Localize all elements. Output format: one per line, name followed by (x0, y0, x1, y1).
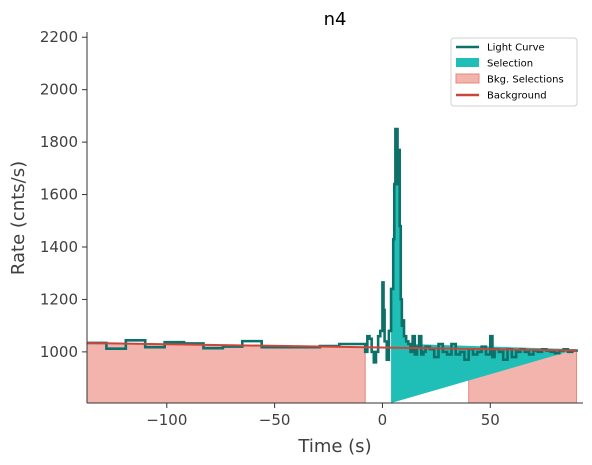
legend-label: Light Curve (487, 43, 545, 54)
x-tick-label: 0 (378, 411, 388, 429)
y-tick-label: 1400 (40, 238, 78, 256)
y-tick-label: 1600 (40, 186, 78, 204)
legend: Light Curve Selection Bkg. Selections Backg… (450, 37, 578, 107)
plot-content (87, 127, 578, 403)
legend-swatch (455, 73, 480, 84)
chart-title: n4 (324, 9, 347, 30)
legend-label: Selection (487, 59, 533, 70)
x-tick-label: −100 (146, 411, 187, 429)
x-tick-label: −50 (259, 411, 291, 429)
background-fit-line (87, 341, 577, 352)
y-axis-title: Rate (cnts/s) (8, 161, 29, 275)
legend-label: Background (487, 91, 547, 102)
plot-area (87, 127, 578, 403)
legend-label: Bkg. Selections (487, 75, 564, 86)
y-tick-label: 1800 (40, 133, 78, 151)
legend-box (450, 37, 578, 107)
axes: −100 −50 0 50 1000 1200 1400 1600 1800 2000 2200 (40, 28, 583, 429)
y-tick-label: 1000 (40, 343, 78, 361)
y-tick-label: 2200 (40, 28, 78, 46)
y-tick-label: 2000 (40, 81, 78, 99)
light-curve-line (87, 127, 578, 364)
y-tick-label: 1200 (40, 290, 78, 308)
bkg-selection-region (87, 342, 366, 403)
x-tick-label: 50 (481, 411, 500, 429)
legend-swatch (456, 58, 479, 67)
x-axis-title: Time (s) (297, 436, 371, 457)
